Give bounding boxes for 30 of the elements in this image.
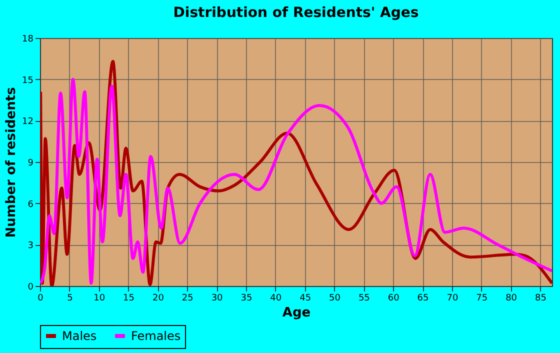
x-tick-label: 70 bbox=[446, 294, 458, 304]
x-tick-label: 45 bbox=[300, 294, 312, 304]
x-tick-label: 55 bbox=[358, 294, 370, 304]
y-tick-label: 12 bbox=[22, 117, 34, 128]
x-tick-label: 65 bbox=[417, 294, 429, 304]
x-tick-label: 85 bbox=[535, 294, 546, 304]
y-tick-label: 6 bbox=[28, 200, 34, 210]
chart-title: Distribution of Residents' Ages bbox=[173, 5, 419, 21]
y-tick-label: 18 bbox=[22, 34, 34, 44]
legend-label: Females bbox=[131, 329, 181, 343]
y-tick-label: 9 bbox=[28, 158, 34, 168]
x-tick-label: 60 bbox=[388, 294, 400, 304]
x-tick-label: 75 bbox=[476, 294, 488, 304]
x-tick-label: 0 bbox=[38, 294, 44, 304]
y-axis-title: Number of residents bbox=[4, 86, 20, 238]
y-tick-label: 3 bbox=[28, 241, 34, 252]
x-tick-label: 25 bbox=[182, 294, 194, 304]
y-tick-label: 0 bbox=[28, 282, 34, 292]
x-tick-label: 50 bbox=[329, 294, 341, 304]
x-tick-label: 35 bbox=[240, 294, 252, 304]
legend-label: Males bbox=[62, 329, 97, 343]
x-tick-label: 80 bbox=[506, 294, 518, 304]
x-tick-label: 15 bbox=[123, 294, 134, 304]
x-tick-label: 20 bbox=[152, 294, 164, 304]
x-tick-label: 10 bbox=[94, 294, 106, 304]
y-tick-label: 15 bbox=[22, 76, 34, 86]
x-tick-label: 40 bbox=[270, 294, 282, 304]
x-tick-label: 5 bbox=[67, 294, 73, 304]
x-axis-title: Age bbox=[282, 306, 311, 320]
x-tick-label: 30 bbox=[211, 294, 224, 304]
